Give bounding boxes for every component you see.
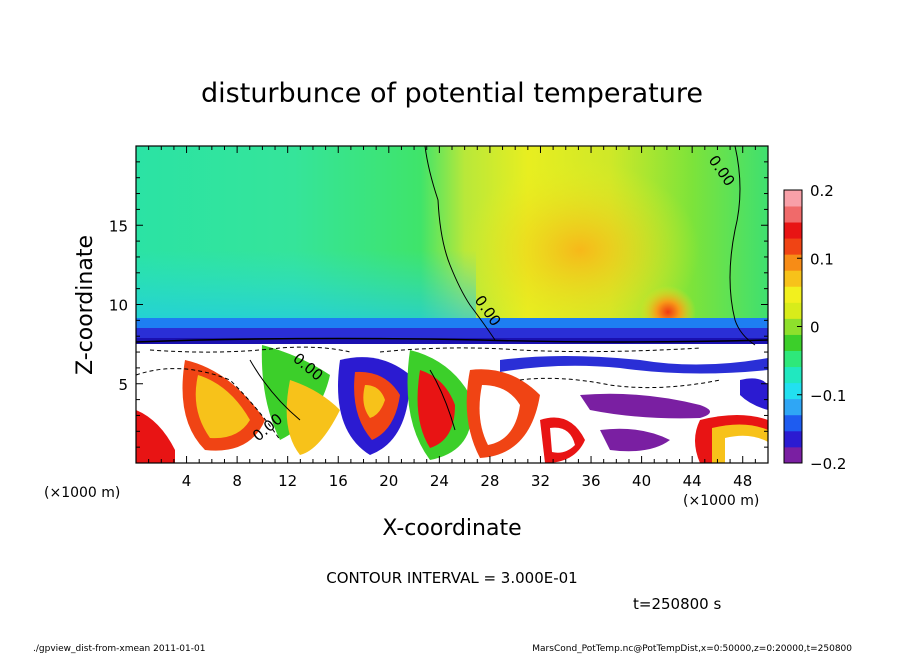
x-tick-label: 12 [278, 472, 297, 490]
colorbar-tick-label: 0 [810, 319, 820, 337]
colorbar-swatch [784, 334, 802, 351]
y-axis: 5 10 15 [109, 145, 768, 464]
colorbar-swatch [784, 366, 802, 384]
colorbar-swatch [784, 254, 802, 271]
colorbar-swatch [784, 302, 802, 319]
footer-right: MarsCond_PotTemp.nc@PotTempDist,x=0:5000… [532, 644, 852, 654]
colorbar-swatch [784, 430, 802, 448]
contour-lines [136, 146, 768, 441]
x-tick-label: 8 [232, 472, 242, 490]
colorbar-ticks: 0.2 0.1 0 −0.1 −0.2 [797, 182, 846, 473]
x-axis: 4 8 12 16 20 24 28 32 36 40 44 48 [135, 146, 769, 490]
y-tick-label: 5 [118, 376, 128, 394]
colorbar-swatch [784, 238, 802, 255]
x-tick-label: 16 [329, 472, 348, 490]
y-axis-title: Z-coordinate [73, 235, 98, 375]
footer-left: ./gpview_dist-from-xmean 2011-01-01 [33, 644, 205, 654]
colorbar-swatch [784, 446, 802, 464]
contour-interval: CONTOUR INTERVAL = 3.000E-01 [326, 569, 577, 587]
colorbar-swatch [784, 270, 802, 287]
colorbar-swatch [784, 398, 802, 416]
x-axis-title: X-coordinate [382, 516, 521, 541]
warm-region [460, 160, 700, 340]
colorbar-tick-label: 0.2 [810, 182, 834, 200]
time-label: t=250800 s [633, 595, 721, 613]
colorbar-swatch [784, 350, 802, 368]
colorbar-swatch [784, 286, 802, 303]
y-tick-label: 15 [109, 217, 128, 235]
colorbar-tick-label: −0.2 [810, 455, 846, 473]
colorbar-swatch [784, 414, 802, 432]
colorbar-tick-label: −0.1 [810, 387, 846, 405]
colorbar-tick-label: 0.1 [810, 250, 834, 268]
x-tick-label: 40 [632, 472, 651, 490]
x-unit-label: (×1000 m) [44, 485, 120, 501]
x-tick-label: 48 [733, 472, 752, 490]
x-tick-label: 44 [683, 472, 702, 490]
inversion-band-2 [136, 328, 768, 340]
x-tick-label: 32 [531, 472, 550, 490]
inversion-band-3 [136, 338, 768, 344]
heatmap-field [136, 146, 768, 463]
colorbar-swatch [784, 206, 802, 223]
x-tick-label: 36 [581, 472, 600, 490]
x-tick-label: 20 [379, 472, 398, 490]
colorbar-swatch [784, 318, 802, 335]
colorbar-swatch [784, 222, 802, 239]
x-tick-label: 24 [430, 472, 449, 490]
colorbar-swatch [784, 382, 802, 400]
y-tick-label: 10 [109, 297, 128, 315]
x-tick-label: 28 [480, 472, 499, 490]
chart-title: disturbunce of potential temperature [201, 78, 703, 109]
x-unit-label-right: (×1000 m) [683, 493, 759, 509]
x-tick-label: 4 [182, 472, 192, 490]
boundary-layer-blobs [136, 345, 768, 463]
colorbar-swatch [784, 190, 802, 207]
colorbar [783, 189, 803, 464]
